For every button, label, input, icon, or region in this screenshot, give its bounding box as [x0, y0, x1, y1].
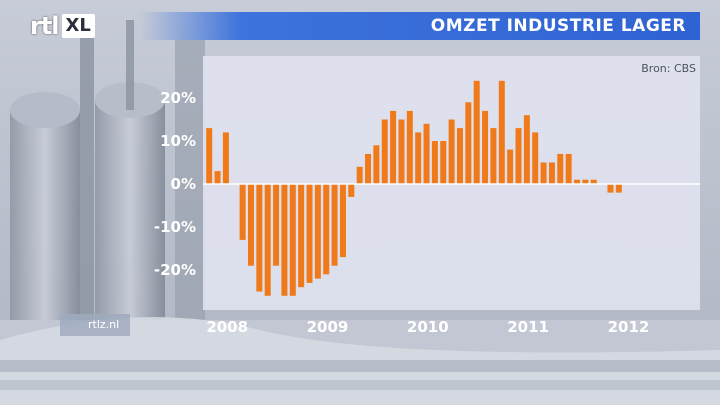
bar	[256, 184, 263, 292]
bar	[339, 184, 346, 258]
bar	[574, 179, 581, 184]
bar	[540, 162, 547, 184]
bar	[273, 184, 280, 266]
bar	[498, 80, 505, 184]
bar	[523, 115, 530, 184]
bars-group	[206, 80, 622, 296]
title-bar: OMZET INDUSTRIE LAGER	[140, 12, 700, 40]
bar	[490, 128, 497, 184]
bar	[515, 128, 522, 184]
bar	[365, 153, 372, 184]
x-axis-ticks: 2008 2009 2010 2011 2012	[206, 318, 649, 336]
y-tick-label: -20%	[154, 261, 196, 279]
y-tick-label: -10%	[154, 218, 196, 236]
bar	[222, 132, 229, 184]
bar	[548, 162, 555, 184]
x-tick-label: 2010	[407, 318, 449, 336]
bar	[356, 166, 363, 184]
bar	[590, 179, 597, 184]
y-axis-ticks: 20% 10% 0% -10% -20%	[154, 89, 196, 279]
bar	[239, 184, 246, 240]
bar	[582, 179, 589, 184]
bar	[473, 80, 480, 184]
bar	[373, 145, 380, 184]
bar	[247, 184, 254, 266]
bar	[206, 128, 213, 184]
bar	[456, 128, 463, 184]
x-tick-label: 2008	[206, 318, 248, 336]
bar	[214, 171, 221, 184]
chart-title: OMZET INDUSTRIE LAGER	[430, 16, 686, 36]
bar	[390, 110, 397, 184]
bar	[507, 149, 514, 184]
bar	[423, 123, 430, 184]
bar	[415, 132, 422, 184]
bar	[264, 184, 271, 296]
bar	[406, 110, 413, 184]
logo-xl-badge: XL	[61, 14, 95, 38]
bar	[565, 153, 572, 184]
bar	[314, 184, 321, 279]
source-label: Bron: CBS	[641, 62, 696, 75]
bar	[615, 184, 622, 193]
bar	[289, 184, 296, 296]
x-tick-label: 2009	[307, 318, 349, 336]
bar	[532, 132, 539, 184]
bar	[465, 102, 472, 184]
bar	[607, 184, 614, 193]
bar	[281, 184, 288, 296]
logo-rtl-text: rtl	[30, 12, 60, 40]
bar	[323, 184, 330, 275]
y-tick-label: 20%	[160, 89, 196, 107]
bar	[431, 141, 438, 184]
bar	[306, 184, 313, 283]
x-tick-label: 2011	[507, 318, 549, 336]
bar	[348, 184, 355, 197]
bar	[482, 110, 489, 184]
bar	[298, 184, 305, 288]
rtl-xl-logo: rtl XL	[30, 12, 95, 40]
watermark-rtlz: rtlz.nl	[60, 314, 130, 336]
bar	[557, 153, 564, 184]
y-tick-label: 10%	[160, 132, 196, 150]
x-tick-label: 2012	[608, 318, 650, 336]
bar	[440, 141, 447, 184]
bar	[398, 119, 405, 184]
bar	[381, 119, 388, 184]
bar	[448, 119, 455, 184]
y-tick-label: 0%	[171, 175, 196, 193]
bar	[331, 184, 338, 266]
